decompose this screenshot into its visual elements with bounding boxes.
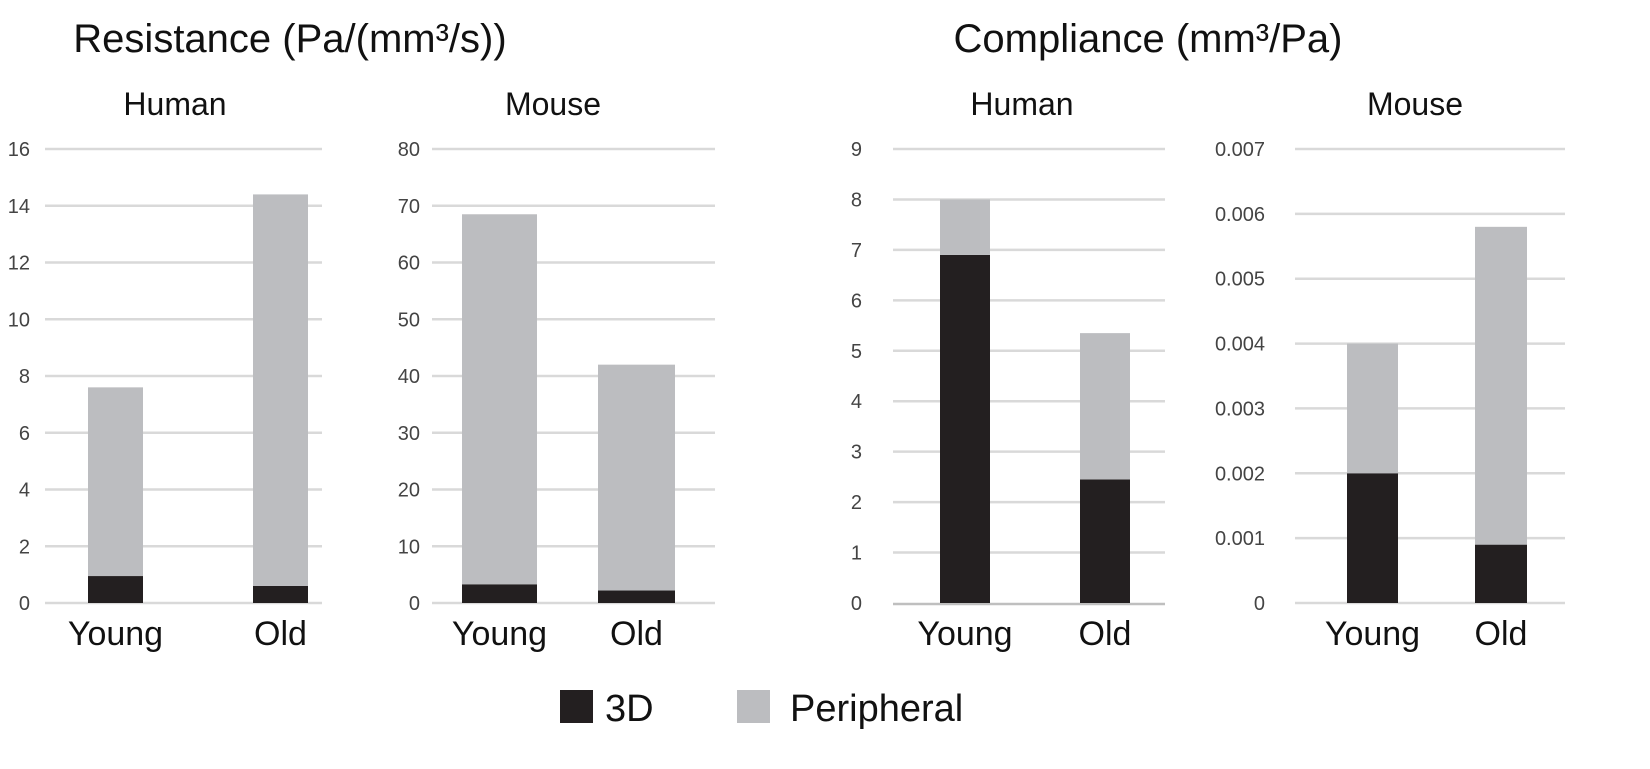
y-tick-label: 12 [8, 253, 30, 275]
x-tick-label: Old [254, 615, 307, 653]
y-tick-label: 16 [8, 139, 30, 161]
y-tick-label: 10 [398, 536, 420, 558]
y-tick-label: 60 [398, 253, 420, 275]
y-tick-label: 5 [851, 341, 862, 363]
x-tick-label: Young [1325, 615, 1420, 653]
bar-peripheral [462, 214, 537, 585]
bar-peripheral [253, 194, 308, 586]
compliance-title: Compliance (mm³/Pa) [954, 17, 1343, 61]
y-tick-label: 1 [851, 543, 862, 565]
y-tick-label: 2 [851, 492, 862, 514]
bar-3d [940, 254, 990, 603]
resistance-title: Resistance (Pa/(mm³/s)) [73, 17, 506, 61]
bar-peripheral [88, 387, 143, 577]
x-tick-label: Young [917, 615, 1012, 653]
y-tick-label: 14 [8, 196, 30, 218]
x-tick-label: Young [452, 615, 547, 653]
bar-3d [1080, 479, 1130, 603]
bar-3d [462, 584, 537, 603]
panel-title: Human [123, 86, 226, 122]
x-tick-label: Old [1475, 615, 1528, 653]
y-tick-label: 80 [398, 139, 420, 161]
bar-3d [253, 585, 308, 603]
legend-label-peripheral: Peripheral [790, 688, 963, 730]
y-tick-label: 8 [19, 366, 30, 388]
y-tick-label: 0.002 [1215, 463, 1265, 485]
bar-peripheral [940, 199, 990, 255]
y-tick-label: 30 [398, 423, 420, 445]
bar-peripheral [598, 364, 675, 591]
y-tick-label: 70 [398, 196, 420, 218]
bar-peripheral [1080, 333, 1130, 480]
y-tick-label: 2 [19, 536, 30, 558]
y-tick-label: 0 [19, 593, 30, 615]
y-tick-label: 0 [851, 593, 862, 615]
legend-swatch-peripheral [737, 690, 770, 723]
x-tick-label: Young [68, 615, 163, 653]
bar-peripheral [1347, 343, 1398, 474]
legend-label-3d: 3D [605, 688, 654, 730]
y-tick-label: 0.007 [1215, 139, 1265, 161]
bar-3d [1475, 544, 1527, 603]
y-tick-label: 0.001 [1215, 528, 1265, 550]
panel-title: Human [970, 86, 1073, 122]
y-tick-label: 9 [851, 139, 862, 161]
y-tick-label: 0.005 [1215, 269, 1265, 291]
legend-swatch-3d [560, 690, 593, 723]
y-tick-label: 0.006 [1215, 204, 1265, 226]
y-tick-label: 20 [398, 480, 420, 502]
y-tick-label: 8 [851, 189, 862, 211]
y-tick-label: 50 [398, 309, 420, 331]
y-tick-label: 0 [409, 593, 420, 615]
legend: 3D Peripheral [560, 688, 963, 730]
bar-3d [1347, 473, 1398, 603]
bar-3d [598, 590, 675, 603]
y-tick-label: 4 [851, 391, 862, 413]
y-tick-label: 40 [398, 366, 420, 388]
panel-title: Mouse [1367, 86, 1463, 122]
y-tick-label: 6 [851, 290, 862, 312]
bar-3d [88, 576, 143, 603]
y-tick-label: 4 [19, 480, 30, 502]
y-tick-label: 0.003 [1215, 398, 1265, 420]
x-tick-label: Old [1079, 615, 1132, 653]
y-tick-label: 10 [8, 309, 30, 331]
y-tick-label: 3 [851, 442, 862, 464]
y-tick-label: 6 [19, 423, 30, 445]
panel-title: Mouse [505, 86, 601, 122]
y-tick-label: 7 [851, 240, 862, 262]
bar-peripheral [1475, 226, 1527, 545]
y-tick-label: 0 [1254, 593, 1265, 615]
y-tick-label: 0.004 [1215, 334, 1265, 356]
x-tick-label: Old [610, 615, 663, 653]
